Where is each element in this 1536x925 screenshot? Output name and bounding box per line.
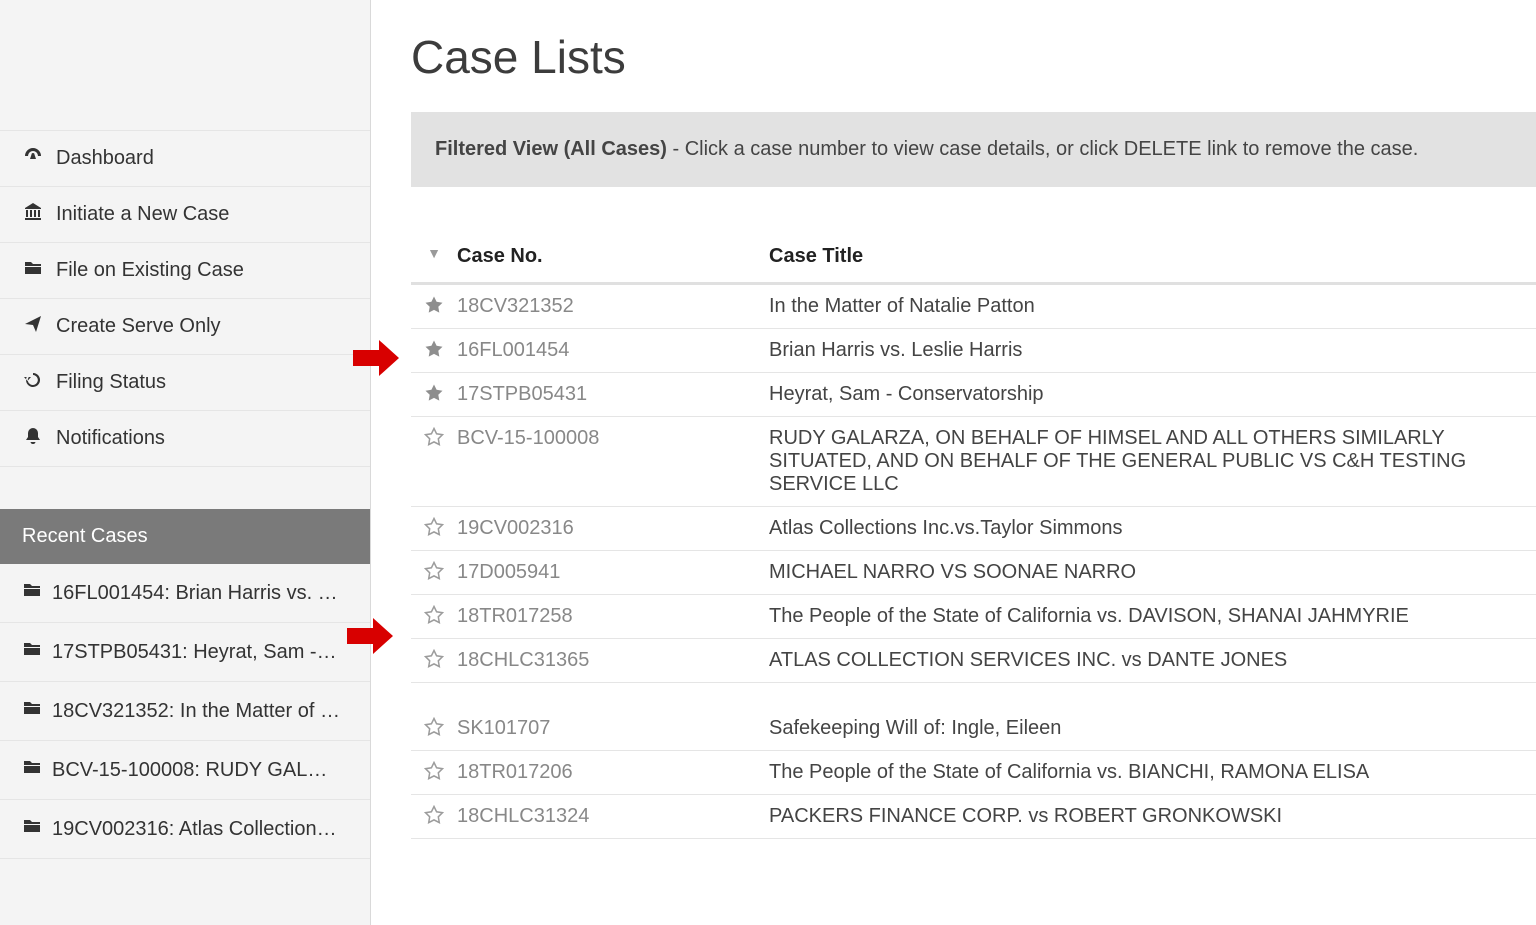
favorite-star[interactable]	[411, 805, 457, 825]
table-row[interactable]: 18TR017258The People of the State of Cal…	[411, 595, 1536, 639]
nav-list: Dashboard Initiate a New Case File on Exis…	[0, 130, 370, 467]
folder-icon	[22, 757, 42, 783]
case-title: The People of the State of California vs…	[769, 605, 1536, 628]
recent-case-item[interactable]: BCV-15-100008: RUDY GAL…	[0, 741, 370, 800]
folder-icon	[22, 816, 42, 842]
case-number[interactable]: SK101707	[457, 717, 769, 740]
case-title: In the Matter of Natalie Patton	[769, 295, 1536, 318]
favorite-star[interactable]	[411, 649, 457, 669]
table-row[interactable]: 17D005941MICHAEL NARRO VS SOONAE NARRO	[411, 551, 1536, 595]
nav-item-label: Filing Status	[56, 371, 166, 394]
favorite-star[interactable]	[411, 383, 457, 403]
case-number[interactable]: 18TR017206	[457, 761, 769, 784]
case-title: Atlas Collections Inc.vs.Taylor Simmons	[769, 517, 1536, 540]
table-body: 18CV321352In the Matter of Natalie Patto…	[411, 285, 1536, 839]
favorite-star[interactable]	[411, 517, 457, 537]
case-number[interactable]: 18TR017258	[457, 605, 769, 628]
table-row[interactable]: 18TR017206The People of the State of Cal…	[411, 751, 1536, 795]
folder-icon	[22, 698, 42, 724]
court-icon	[22, 202, 44, 227]
table-row[interactable]: SK101707Safekeeping Will of: Ingle, Eile…	[411, 707, 1536, 751]
case-number[interactable]: 18CV321352	[457, 295, 769, 318]
table-header: ▼ Case No. Case Title	[411, 235, 1536, 285]
nav-item-history[interactable]: Filing Status	[0, 355, 370, 411]
table-row[interactable]: 18CHLC31365ATLAS COLLECTION SERVICES INC…	[411, 639, 1536, 683]
table-row[interactable]: 18CHLC31324PACKERS FINANCE CORP. vs ROBE…	[411, 795, 1536, 839]
sort-column[interactable]: ▼	[411, 245, 457, 261]
case-number[interactable]: 16FL001454	[457, 339, 769, 362]
case-title: Safekeeping Will of: Ingle, Eileen	[769, 717, 1536, 740]
column-header-case-no[interactable]: Case No.	[457, 245, 769, 268]
folder-icon	[22, 580, 42, 606]
case-number[interactable]: BCV-15-100008	[457, 427, 769, 450]
sidebar: Dashboard Initiate a New Case File on Exis…	[0, 0, 371, 925]
table-row[interactable]: 19CV002316Atlas Collections Inc.vs.Taylo…	[411, 507, 1536, 551]
recent-case-item[interactable]: 19CV002316: Atlas Collection…	[0, 800, 370, 859]
favorite-star[interactable]	[411, 427, 457, 447]
alert-text: - Click a case number to view case detai…	[667, 138, 1418, 160]
favorite-star[interactable]	[411, 761, 457, 781]
history-icon	[22, 370, 44, 395]
table-gap	[411, 683, 1536, 707]
bell-icon	[22, 426, 44, 451]
case-number[interactable]: 19CV002316	[457, 517, 769, 540]
nav-item-label: Notifications	[56, 427, 165, 450]
recent-case-label: 19CV002316: Atlas Collection…	[52, 818, 337, 841]
dashboard-icon	[22, 146, 44, 171]
nav-item-label: Initiate a New Case	[56, 203, 229, 226]
recent-case-label: 16FL001454: Brian Harris vs. …	[52, 582, 338, 605]
filtered-view-alert: Filtered View (All Cases) - Click a case…	[411, 112, 1536, 187]
case-title: ATLAS COLLECTION SERVICES INC. vs DANTE …	[769, 649, 1536, 672]
case-title: MICHAEL NARRO VS SOONAE NARRO	[769, 561, 1536, 584]
case-number[interactable]: 17STPB05431	[457, 383, 769, 406]
case-title: PACKERS FINANCE CORP. vs ROBERT GRONKOWS…	[769, 805, 1536, 828]
nav-item-court[interactable]: Initiate a New Case	[0, 187, 370, 243]
recent-case-label: 17STPB05431: Heyrat, Sam -…	[52, 641, 337, 664]
favorite-star[interactable]	[411, 295, 457, 315]
case-title: The People of the State of California vs…	[769, 761, 1536, 784]
nav-item-send[interactable]: Create Serve Only	[0, 299, 370, 355]
recent-case-item[interactable]: 18CV321352: In the Matter of …	[0, 682, 370, 741]
folder-icon	[22, 258, 44, 283]
recent-case-label: 18CV321352: In the Matter of …	[52, 700, 340, 723]
case-title: RUDY GALARZA, ON BEHALF OF HIMSEL AND AL…	[769, 427, 1536, 496]
recent-case-item[interactable]: 16FL001454: Brian Harris vs. …	[0, 564, 370, 623]
nav-item-dashboard[interactable]: Dashboard	[0, 130, 370, 187]
nav-item-label: File on Existing Case	[56, 259, 244, 282]
case-number[interactable]: 18CHLC31365	[457, 649, 769, 672]
recent-case-item[interactable]: 17STPB05431: Heyrat, Sam -…	[0, 623, 370, 682]
nav-item-label: Create Serve Only	[56, 315, 221, 338]
case-number[interactable]: 17D005941	[457, 561, 769, 584]
nav-item-folder[interactable]: File on Existing Case	[0, 243, 370, 299]
nav-item-label: Dashboard	[56, 147, 154, 170]
case-number[interactable]: 18CHLC31324	[457, 805, 769, 828]
recent-cases-header: Recent Cases	[0, 509, 370, 564]
table-row[interactable]: 17STPB05431Heyrat, Sam - Conservatorship	[411, 373, 1536, 417]
table-row[interactable]: 18CV321352In the Matter of Natalie Patto…	[411, 285, 1536, 329]
favorite-star[interactable]	[411, 717, 457, 737]
recent-cases-list: 16FL001454: Brian Harris vs. … 17STPB0543…	[0, 564, 370, 859]
recent-case-label: BCV-15-100008: RUDY GAL…	[52, 759, 327, 782]
case-table: ▼ Case No. Case Title 18CV321352In the M…	[411, 235, 1536, 839]
nav-item-bell[interactable]: Notifications	[0, 411, 370, 467]
main-content: Case Lists Filtered View (All Cases) - C…	[371, 0, 1536, 925]
send-icon	[22, 314, 44, 339]
case-title: Brian Harris vs. Leslie Harris	[769, 339, 1536, 362]
favorite-star[interactable]	[411, 561, 457, 581]
table-row[interactable]: 16FL001454Brian Harris vs. Leslie Harris	[411, 329, 1536, 373]
case-title: Heyrat, Sam - Conservatorship	[769, 383, 1536, 406]
favorite-star[interactable]	[411, 339, 457, 359]
alert-strong: Filtered View (All Cases)	[435, 138, 667, 160]
favorite-star[interactable]	[411, 605, 457, 625]
column-header-case-title[interactable]: Case Title	[769, 245, 1536, 268]
table-row[interactable]: BCV-15-100008RUDY GALARZA, ON BEHALF OF …	[411, 417, 1536, 507]
page-title: Case Lists	[411, 30, 1536, 84]
caret-down-icon: ▼	[427, 245, 441, 261]
folder-icon	[22, 639, 42, 665]
